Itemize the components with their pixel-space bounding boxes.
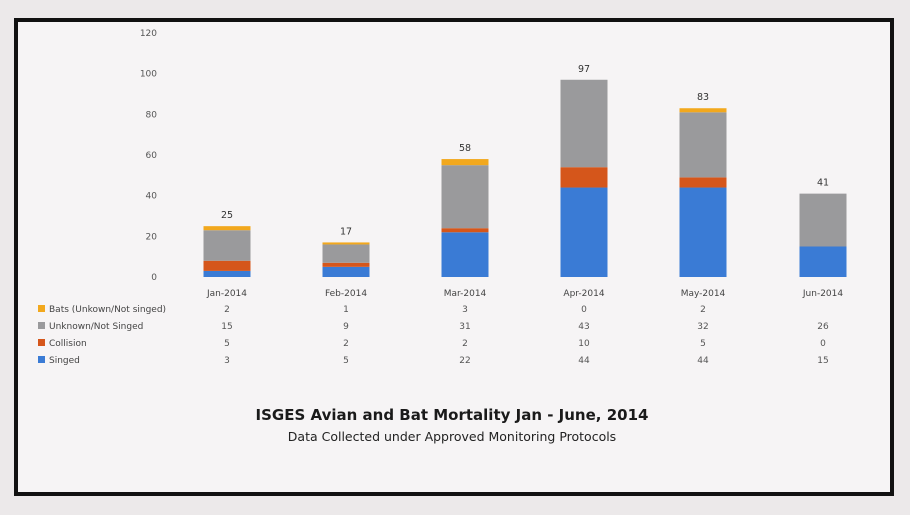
legend-label: Bats (Unkown/Not singed)	[49, 305, 166, 315]
table-cell-value: 5	[224, 339, 230, 349]
bar-segment-unknown-not-singed	[441, 165, 489, 229]
bar-segment-bats-unkown-not-singed	[322, 242, 370, 245]
total-label: 41	[817, 178, 829, 189]
table-cell-value: 5	[343, 356, 349, 366]
chart-subtitle: Data Collected under Approved Monitoring…	[288, 429, 616, 444]
bar-segment-singed	[679, 187, 727, 277]
table-cell-value: 0	[820, 339, 826, 349]
x-tick-label: Mar-2014	[444, 289, 487, 299]
table-cell-value: 43	[578, 322, 589, 332]
bar-segment-unknown-not-singed	[799, 193, 847, 247]
table-cell-value: 2	[224, 305, 230, 315]
x-tick-label: Jan-2014	[206, 289, 247, 299]
x-tick-label: Feb-2014	[325, 289, 367, 299]
legend-swatch	[38, 322, 45, 329]
legend-swatch	[38, 356, 45, 363]
y-tick-label: 100	[140, 70, 157, 80]
table-cell-value: 22	[459, 356, 470, 366]
table-cell-value: 32	[697, 322, 708, 332]
table-cell-value: 44	[578, 356, 590, 366]
table-cell-value: 1	[343, 305, 349, 315]
table-cell-value: 3	[462, 305, 468, 315]
x-tick-label: May-2014	[681, 289, 726, 299]
y-tick-label: 0	[151, 273, 157, 283]
bar-segment-singed	[322, 266, 370, 277]
table-cell-value: 15	[221, 322, 232, 332]
y-tick-label: 80	[146, 110, 158, 120]
total-label: 17	[340, 226, 352, 237]
table-cell-value: 9	[343, 322, 349, 332]
y-tick-label: 120	[140, 29, 157, 39]
legend-label: Unknown/Not Singed	[49, 322, 143, 332]
table-cell-value: 31	[459, 322, 470, 332]
bar-segment-collision	[441, 228, 489, 233]
legend-swatch	[38, 339, 45, 346]
bars	[203, 79, 847, 277]
y-tick-label: 60	[146, 151, 158, 161]
legend-table: Bats (Unkown/Not singed) 2 1 3 0 2 Unknown/Not…	[38, 305, 829, 366]
bar-segment-bats-unkown-not-singed	[441, 159, 489, 166]
table-cell-value: 0	[581, 305, 587, 315]
total-label: 83	[697, 92, 709, 103]
bar-segment-collision	[679, 177, 727, 188]
bar-segment-collision	[560, 167, 608, 188]
table-cell-value: 2	[700, 305, 706, 315]
y-axis: 0 20 40 60 80 100 120	[140, 29, 157, 283]
y-tick-label: 40	[146, 192, 158, 202]
x-tick-label: Apr-2014	[563, 289, 604, 299]
x-tick-label: Jun-2014	[802, 289, 843, 299]
bar-segment-singed	[560, 187, 608, 277]
bar-segment-unknown-not-singed	[679, 112, 727, 178]
table-cell-value: 15	[817, 356, 828, 366]
legend-label: Collision	[49, 339, 87, 349]
table-cell-value: 3	[224, 356, 230, 366]
table-cell-value: 2	[343, 339, 349, 349]
total-labels: 25 17 58 97 83 41	[221, 64, 829, 238]
bar-segment-unknown-not-singed	[322, 244, 370, 263]
y-tick-label: 20	[146, 232, 158, 242]
bar-segment-bats-unkown-not-singed	[679, 108, 727, 113]
total-label: 97	[578, 64, 590, 75]
total-label: 25	[221, 210, 233, 221]
table-cell-value: 10	[578, 339, 590, 349]
table-cell-value: 2	[462, 339, 468, 349]
bar-segment-unknown-not-singed	[203, 230, 251, 261]
table-cell-value: 26	[817, 322, 829, 332]
bar-segment-bats-unkown-not-singed	[203, 226, 251, 231]
bar-segment-singed	[203, 270, 251, 277]
bar-segment-unknown-not-singed	[560, 79, 608, 168]
bar-segment-singed	[441, 232, 489, 277]
bar-segment-singed	[799, 246, 847, 277]
bar-segment-collision	[322, 262, 370, 267]
legend-swatch	[38, 305, 45, 312]
bar-segment-collision	[203, 260, 251, 271]
chart-title: ISGES Avian and Bat Mortality Jan - June…	[256, 406, 649, 424]
table-cell-value: 44	[697, 356, 709, 366]
legend-label: Singed	[49, 356, 80, 366]
total-label: 58	[459, 143, 471, 154]
table-cell-value: 5	[700, 339, 706, 349]
x-axis: Jan-2014 Feb-2014 Mar-2014 Apr-2014 May-2014…	[206, 289, 843, 299]
